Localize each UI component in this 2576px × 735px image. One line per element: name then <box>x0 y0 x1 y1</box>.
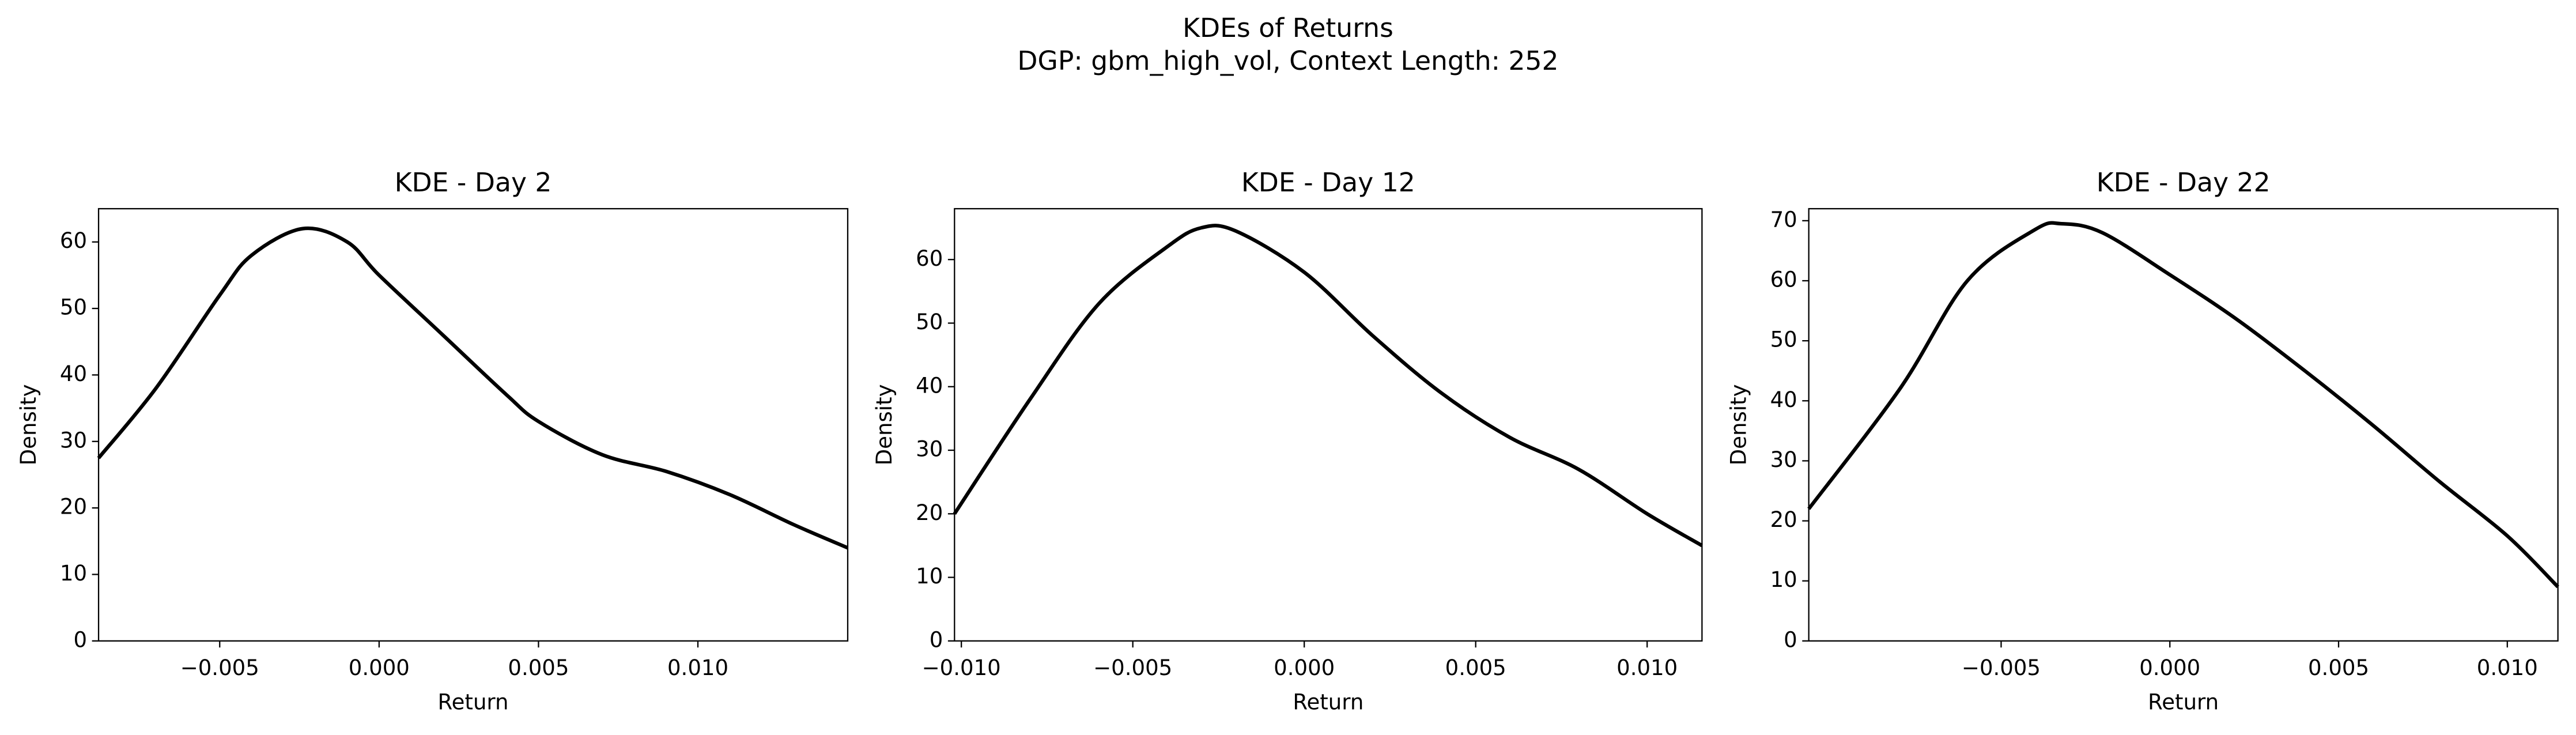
y-axis-label: Density <box>16 384 41 465</box>
figure-subtitle: DGP: gbm_high_vol, Context Length: 252 <box>1017 46 1558 76</box>
x-axis-label: Return <box>438 690 509 715</box>
x-tick-label: 0.010 <box>2477 655 2538 680</box>
y-tick-label: 40 <box>60 361 87 386</box>
y-tick-label: 0 <box>74 627 88 652</box>
x-tick-label: −0.005 <box>180 655 259 680</box>
subplot-title: KDE - Day 12 <box>1241 167 1415 198</box>
x-tick-label: 0.000 <box>349 655 410 680</box>
x-tick-label: 0.000 <box>2139 655 2200 680</box>
x-tick-label: 0.000 <box>1274 655 1335 680</box>
x-tick-label: 0.005 <box>508 655 569 680</box>
x-tick-label: −0.010 <box>922 655 1001 680</box>
y-tick-label: 60 <box>916 246 943 271</box>
y-tick-label: 20 <box>916 500 943 525</box>
y-axis-label: Density <box>1726 384 1751 465</box>
figure-title: KDEs of Returns <box>1183 13 1393 43</box>
axes-frame <box>1808 208 2559 642</box>
y-tick-label: 30 <box>1770 447 1797 472</box>
kde-line <box>97 226 849 550</box>
y-tick-label: 60 <box>1770 267 1797 292</box>
y-tick-label: 50 <box>1770 327 1797 352</box>
y-tick-label: 0 <box>1784 627 1797 652</box>
y-tick-label: 10 <box>60 561 87 586</box>
y-tick-label: 20 <box>1770 507 1797 532</box>
y-tick-label: 60 <box>60 228 87 253</box>
y-tick-label: 40 <box>1770 387 1797 412</box>
y-tick-label: 40 <box>916 373 943 398</box>
subplot-title: KDE - Day 22 <box>2097 167 2271 198</box>
x-axis-label: Return <box>1293 690 1363 715</box>
y-tick-label: 20 <box>60 495 87 519</box>
y-tick-label: 50 <box>916 310 943 334</box>
y-tick-label: 10 <box>916 564 943 589</box>
x-tick-label: −0.005 <box>1962 655 2041 680</box>
subplot-title: KDE - Day 2 <box>395 167 552 198</box>
axes-frame <box>97 208 849 642</box>
x-tick-label: 0.005 <box>1445 655 1506 680</box>
kde-line <box>1807 221 2559 589</box>
y-tick-label: 50 <box>60 295 87 320</box>
y-axis-label: Density <box>872 384 897 465</box>
x-tick-label: 0.010 <box>1616 655 1678 680</box>
axes-frame <box>954 208 1703 642</box>
kde-line <box>953 224 1703 548</box>
x-tick-label: 0.005 <box>2308 655 2369 680</box>
y-tick-label: 30 <box>916 437 943 462</box>
x-axis-label: Return <box>2148 690 2219 715</box>
y-tick-label: 0 <box>930 627 943 652</box>
x-tick-label: 0.010 <box>667 655 728 680</box>
y-tick-label: 10 <box>1770 567 1797 592</box>
y-tick-label: 30 <box>60 428 87 453</box>
x-tick-label: −0.005 <box>1093 655 1172 680</box>
y-tick-label: 70 <box>1770 207 1797 232</box>
